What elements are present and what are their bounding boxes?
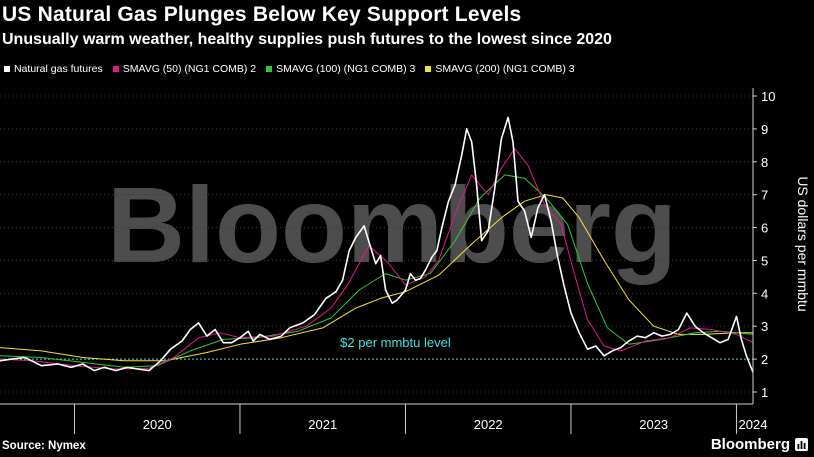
legend-item-smavg200: SMAVG (200) (NG1 COMB) 3 [425, 63, 575, 75]
x-tick-label: 2020 [143, 417, 172, 432]
legend-label-smavg50: SMAVG (50) (NG1 COMB) 2 [122, 63, 257, 75]
legend-item-smavg50: SMAVG (50) (NG1 COMB) 2 [112, 63, 257, 75]
axis-layer: 1 2 3 4 5 6 7 8 9 10 2020 2021 2022 2023 2024 [0, 88, 775, 434]
source-note: Source: Nymex [2, 440, 86, 452]
y-tick-label: 7 [761, 188, 768, 203]
y-tick-label: 1 [761, 385, 768, 400]
series-layer [0, 116, 754, 373]
series-line-smavg-1 [0, 148, 754, 370]
y-tick-label: 6 [761, 221, 768, 236]
legend-swatch-smavg100 [266, 66, 273, 72]
legend-item-futures: Natural gas futures [4, 63, 103, 75]
x-tick-label: 2021 [308, 417, 337, 432]
y-tick-label: 2 [761, 352, 768, 367]
legend-swatch-smavg200 [425, 66, 432, 72]
chart-subtitle: Unusually warm weather, healthy supplies… [2, 31, 612, 48]
watermark-text: Bloomberg [107, 164, 677, 285]
y-tick-label: 8 [761, 155, 768, 170]
legend-label-smavg100: SMAVG (100) (NG1 COMB) 3 [276, 63, 416, 75]
chart-title: US Natural Gas Plunges Below Key Support… [2, 3, 522, 26]
watermark-layer: Bloomberg [107, 164, 677, 285]
legend-label-smavg200: SMAVG (200) (NG1 COMB) 3 [435, 63, 575, 75]
y-axis-label: US dollars per mmbtu [795, 176, 811, 311]
x-tick-label: 2022 [474, 417, 503, 432]
level-annotation: $2 per mmbtu level [340, 335, 451, 350]
legend-swatch-futures [4, 66, 10, 72]
series-line-futures [0, 116, 754, 373]
legend-label-futures: Natural gas futures [14, 63, 103, 75]
brand-logo-text: Bloomberg [710, 436, 790, 453]
y-tick-label: 4 [761, 286, 768, 301]
series-line-smavg-2 [0, 174, 754, 368]
y-tick-label: 9 [761, 122, 768, 137]
y-tick-label: 5 [761, 253, 768, 268]
legend: Natural gas futures SMAVG (50) (NG1 COMB… [4, 62, 575, 76]
legend-swatch-smavg50 [112, 66, 119, 72]
x-tick-label: 2024 [739, 417, 768, 432]
y-tick-label: 10 [761, 89, 775, 104]
legend-item-smavg100: SMAVG (100) (NG1 COMB) 3 [266, 63, 415, 75]
x-tick-label: 2023 [639, 417, 668, 432]
grid-layer [0, 95, 753, 393]
bloomberg-chart-icon [795, 438, 808, 451]
y-tick-label: 3 [761, 319, 768, 334]
